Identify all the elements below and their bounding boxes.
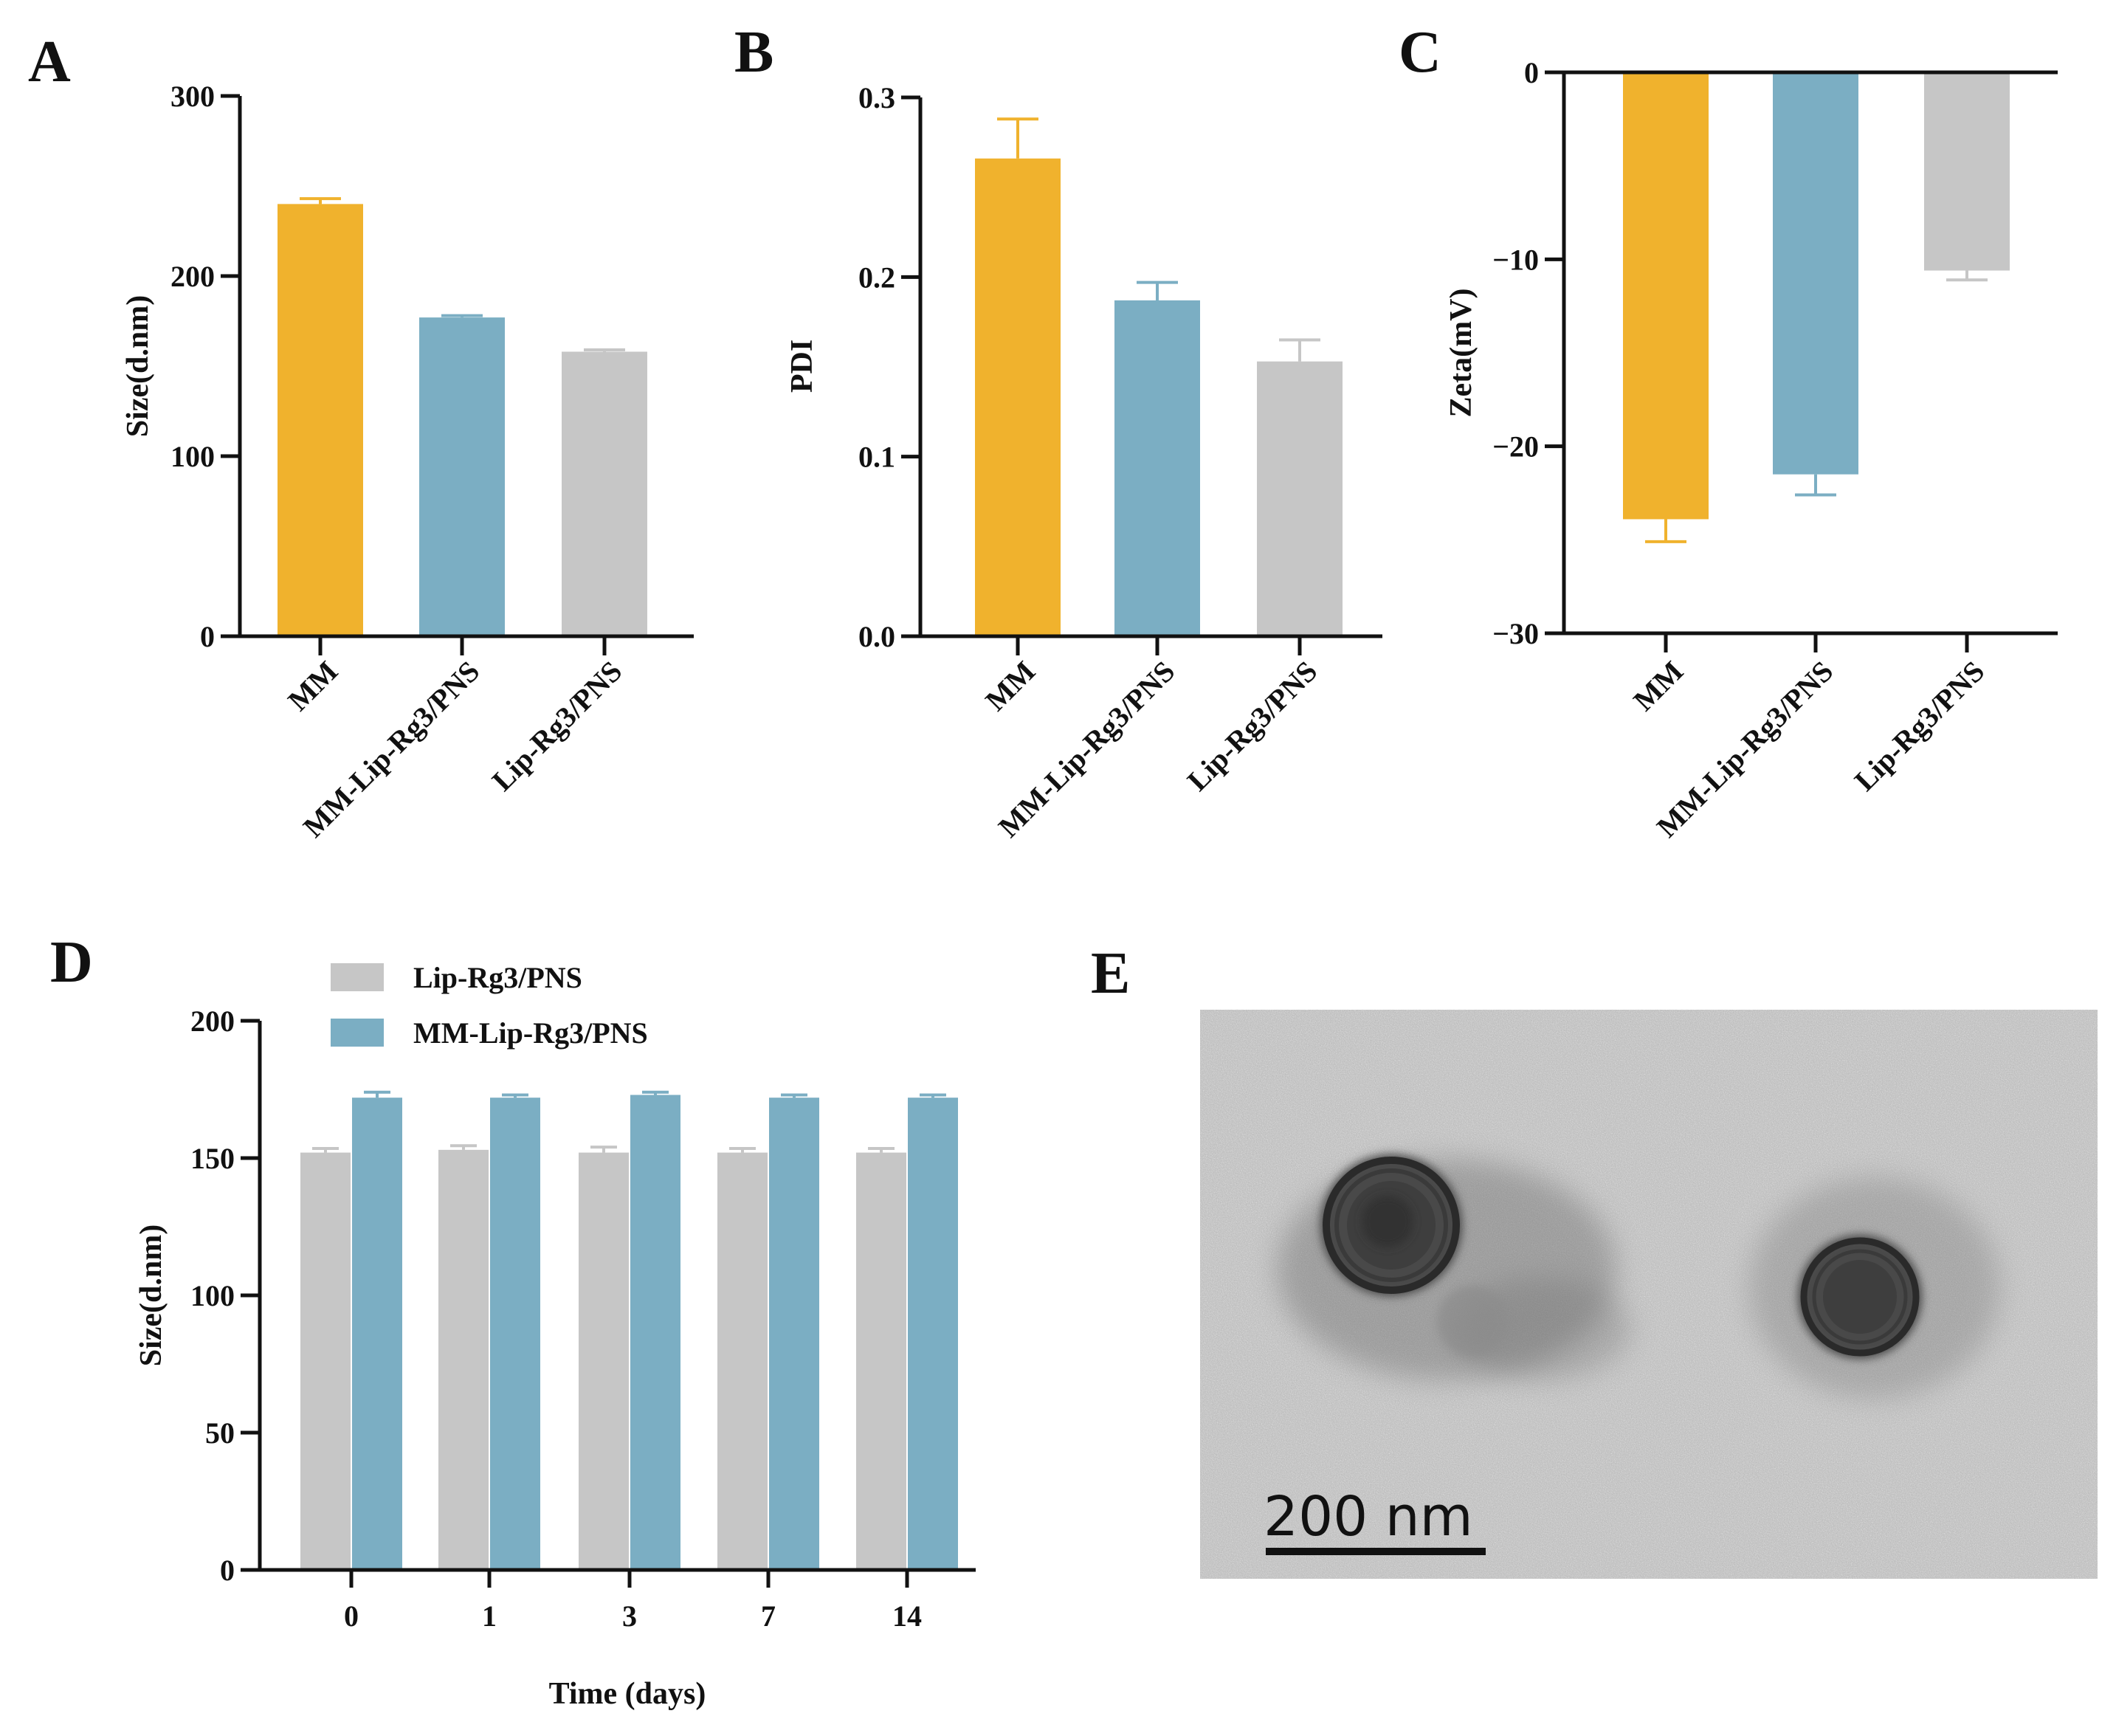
x-tick-label: Lip-Rg3/PNS	[486, 655, 629, 798]
x-tick-label: MM	[979, 655, 1041, 717]
bar	[562, 351, 647, 636]
bar	[300, 1152, 351, 1570]
legend-label: MM-Lip-Rg3/PNS	[413, 1016, 648, 1050]
bar	[630, 1095, 680, 1570]
y-axis-title: Size(d.nm)	[134, 1224, 168, 1367]
y-tick-label: 0	[1524, 56, 1539, 89]
x-tick-label: 3	[622, 1599, 637, 1633]
bar	[1623, 72, 1709, 520]
y-tick-label: 0.3	[858, 81, 895, 114]
y-tick-label: 50	[205, 1416, 235, 1450]
bar	[352, 1098, 402, 1570]
x-tick-label: MM	[1627, 655, 1689, 717]
bar	[1114, 300, 1200, 636]
y-tick-label: 0.1	[858, 441, 895, 474]
bar	[278, 204, 363, 636]
bar	[856, 1152, 906, 1570]
y-tick-label: −20	[1492, 430, 1539, 464]
legend-label: Lip-Rg3/PNS	[413, 961, 582, 994]
y-tick-label: 0	[220, 1554, 235, 1587]
y-tick-label: 300	[170, 80, 215, 113]
bar	[579, 1152, 629, 1570]
panel-letter-d: D	[50, 930, 93, 995]
panel-letter-c: C	[1399, 20, 1441, 85]
y-tick-label: −30	[1492, 617, 1539, 650]
bar	[490, 1098, 540, 1570]
y-tick-label: 100	[190, 1279, 235, 1312]
y-tick-label: 100	[170, 440, 215, 473]
panel-letter-e: E	[1091, 941, 1130, 1006]
x-tick-label: MM	[281, 655, 344, 717]
bar	[717, 1152, 768, 1570]
x-tick-label: 7	[761, 1599, 776, 1633]
y-axis-title: PDI	[785, 340, 819, 393]
x-axis-title: Time (days)	[549, 1677, 706, 1711]
x-tick-label: Lip-Rg3/PNS	[1848, 655, 1991, 798]
legend-swatch	[331, 1019, 384, 1047]
scale-bar-label: 200 nm	[1264, 1485, 1473, 1549]
panel-letter-a: A	[28, 30, 71, 94]
vesicle-left	[1320, 1154, 1462, 1296]
bar	[438, 1149, 489, 1570]
bar	[419, 317, 505, 636]
bar	[1924, 72, 2010, 271]
vesicle-right	[1798, 1235, 1922, 1359]
y-tick-label: 200	[190, 1005, 235, 1038]
x-tick-label: 14	[892, 1599, 922, 1633]
bar	[975, 158, 1061, 636]
x-tick-label: 0	[344, 1599, 359, 1633]
y-tick-label: 0	[200, 620, 215, 653]
bar	[1257, 361, 1343, 636]
y-axis-title: Size(d.nm)	[121, 295, 155, 438]
bar	[908, 1098, 958, 1570]
panel-letter-b: B	[734, 20, 773, 85]
y-tick-label: 150	[190, 1142, 235, 1175]
bar	[1773, 72, 1858, 475]
x-tick-label: Lip-Rg3/PNS	[1181, 655, 1324, 798]
tem-micrograph: 200 nm	[1200, 1010, 2098, 1579]
x-tick-label: 1	[482, 1599, 497, 1633]
y-tick-label: 200	[170, 260, 215, 293]
legend: Lip-Rg3/PNS MM-Lip-Rg3/PNS	[331, 961, 648, 1050]
y-tick-label: 0.2	[858, 261, 895, 294]
y-tick-label: −10	[1492, 243, 1539, 276]
chart-stability: 0 50 100 150 200 Size(d.nm) 0 1 3 7 14 Time (days) L…	[134, 961, 976, 1711]
scale-bar	[1266, 1548, 1486, 1555]
y-axis-title: Zeta(mV)	[1444, 289, 1478, 418]
y-tick-label: 0.0	[858, 620, 895, 653]
legend-swatch	[331, 963, 384, 991]
bar	[769, 1098, 819, 1570]
